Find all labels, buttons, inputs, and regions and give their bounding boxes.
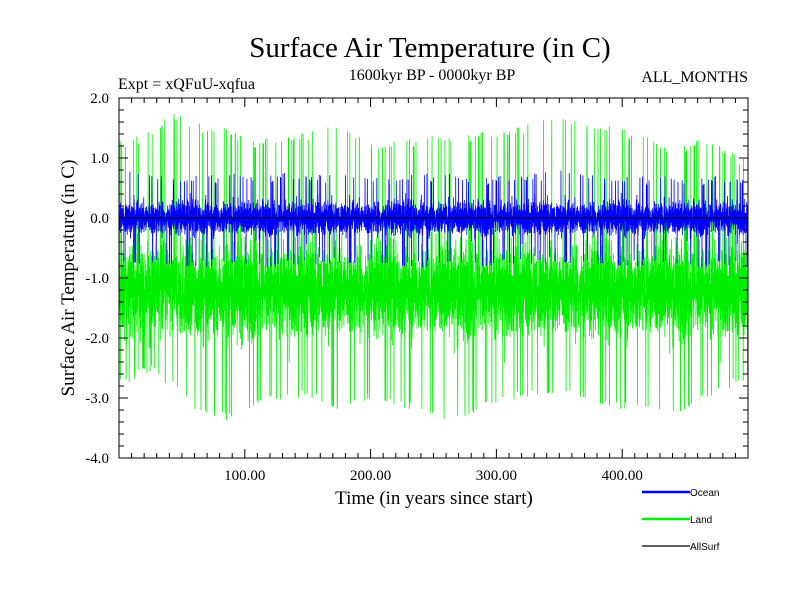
x-axis-label: Time (in years since start) (335, 488, 533, 509)
series-ocean (119, 170, 748, 268)
legend-label-ocean: Ocean (690, 488, 719, 499)
y-tick-label: 1.0 (90, 151, 109, 167)
x-tick-label: 200.00 (350, 468, 391, 484)
legend-label-land: Land (690, 515, 712, 526)
period-label: 1600kyr BP - 0000kyr BP (349, 67, 516, 84)
y-axis-label: Surface Air Temperature (in C) (58, 160, 79, 397)
y-tick-label: -4.0 (85, 451, 109, 467)
axes-layer: 100.00 200.00 300.00 400.00 2.0 1.0 0.0 -1.0 -2.… (85, 91, 749, 484)
series-land (119, 113, 748, 420)
series-layer (119, 113, 748, 420)
legend: Ocean Land AllSurf (642, 488, 720, 553)
chart-title: Surface Air Temperature (in C) (249, 32, 610, 64)
x-tick-label: 300.00 (476, 468, 517, 484)
x-tick-label: 400.00 (602, 468, 643, 484)
y-tick-label: -1.0 (85, 271, 109, 287)
y-tick-label: 0.0 (90, 211, 109, 227)
y-tick-label: -3.0 (85, 391, 109, 407)
experiment-label: Expt = xQFuU-xqfua (118, 76, 255, 93)
months-label: ALL_MONTHS (641, 69, 748, 86)
y-tick-label: -2.0 (85, 331, 109, 347)
y-tick-label: 2.0 (90, 91, 109, 107)
x-tick-label: 100.00 (224, 468, 265, 484)
legend-label-allsurf: AllSurf (690, 542, 720, 553)
